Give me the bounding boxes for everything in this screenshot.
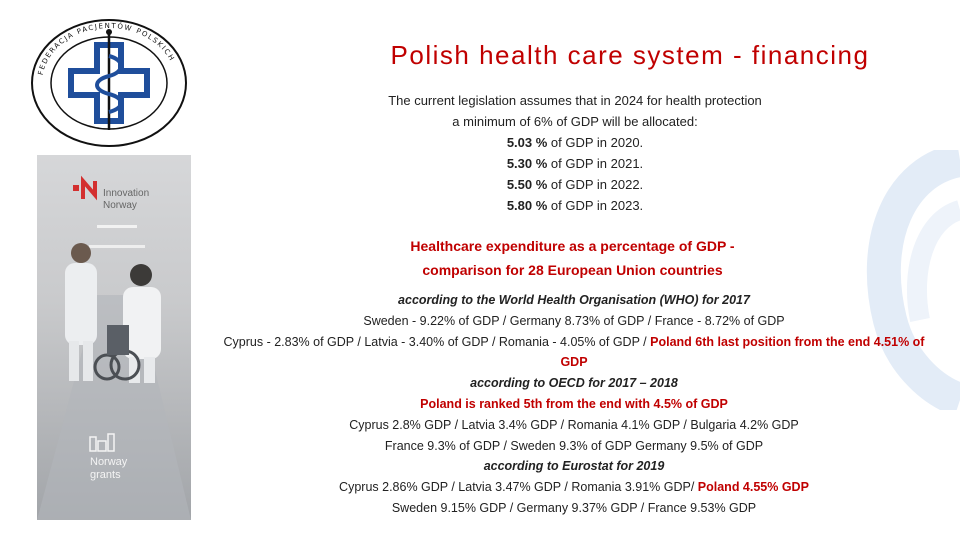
gdp-allocation-text: of GDP in 2020.: [547, 135, 644, 150]
norway-grants-line1: Norway: [90, 456, 128, 468]
sidebar-banner: Innovation Norway Norway grants: [37, 155, 191, 520]
comparison-heading-line1: Healthcare expenditure as a percentage o…: [410, 238, 735, 254]
legislation-block: The current legislation assumes that in …: [345, 90, 805, 216]
eurostat-line1-text: Cyprus 2.86% GDP / Latvia 3.47% GDP / Ro…: [339, 480, 698, 495]
who-line1: Sweden - 9.22% of GDP / Germany 8.73% of…: [363, 313, 785, 328]
gdp-allocation-value: 5.03 %: [506, 135, 548, 150]
background-swoosh: [866, 150, 960, 410]
norway-grants-label: Norway grants: [90, 456, 127, 482]
oecd-source: according to OECD for 2017 – 2018: [470, 376, 678, 391]
who-line2: Cyprus - 2.83% of GDP / Latvia - 3.40% o…: [220, 332, 928, 374]
eurostat-line2: Sweden 9.15% GDP / Germany 9.37% GDP / F…: [391, 500, 757, 515]
oecd-line1: Cyprus 2.8% GDP / Latvia 3.4% GDP / Roma…: [349, 417, 799, 432]
gdp-allocation-value: 5.50 %: [506, 177, 548, 192]
organization-logo: FEDERACJA PACJENTÓW POLSKICH: [31, 19, 187, 147]
eurostat-line1: Cyprus 2.86% GDP / Latvia 3.47% GDP / Ro…: [220, 477, 928, 498]
page-title: Polish health care system - financing: [390, 40, 870, 70]
gdp-allocation-item: 5.50 % of GDP in 2022.: [345, 174, 805, 195]
legislation-intro-line2: a minimum of 6% of GDP will be allocated…: [452, 114, 698, 129]
gdp-allocation-value: 5.30 %: [506, 156, 548, 171]
nurse-figure: [123, 264, 161, 383]
legislation-intro-line1: The current legislation assumes that in …: [388, 93, 762, 108]
gdp-allocation-text: of GDP in 2023.: [547, 198, 644, 213]
wheelchair-figure: [93, 325, 141, 381]
gdp-allocation-text: of GDP in 2021.: [547, 156, 644, 171]
gdp-allocation-item: 5.30 % of GDP in 2021.: [345, 153, 805, 174]
innovation-norway-logo-icon: [73, 175, 97, 201]
gdp-allocation-text: of GDP in 2022.: [547, 177, 644, 192]
norway-grants-icon: [89, 433, 115, 452]
comparison-heading-line2: comparison for 28 European Union countri…: [422, 262, 723, 278]
gdp-allocation-item: 5.03 % of GDP in 2020.: [345, 132, 805, 153]
gdp-allocation-value: 5.80 %: [506, 198, 548, 213]
innovation-norway-line2: Norway: [103, 200, 137, 211]
who-line2-text: Cyprus - 2.83% of GDP / Latvia - 3.40% o…: [223, 334, 651, 349]
comparison-body: according to the World Health Organisati…: [220, 290, 928, 519]
innovation-norway-line1: Innovation: [103, 188, 150, 199]
comparison-heading: Healthcare expenditure as a percentage o…: [370, 234, 775, 282]
hospital-corridor-illustration: [37, 175, 191, 520]
innovation-norway-label: Innovation Norway: [103, 188, 149, 212]
medical-cross-icon: [68, 29, 150, 130]
oecd-poland: Poland is ranked 5th from the end with 4…: [420, 396, 728, 411]
who-source: according to the World Health Organisati…: [398, 293, 750, 307]
doctor-figure: [65, 243, 97, 381]
who-poland: Poland 6th last position from the end 4.…: [560, 334, 925, 370]
eurostat-poland: Poland 4.55% GDP: [697, 480, 809, 495]
norway-grants-line2: grants: [90, 469, 121, 481]
oecd-line2: France 9.3% of GDP / Sweden 9.3% of GDP …: [384, 438, 764, 453]
eurostat-source: according to Eurostat for 2019: [483, 459, 665, 474]
gdp-allocation-item: 5.80 % of GDP in 2023.: [345, 195, 805, 216]
